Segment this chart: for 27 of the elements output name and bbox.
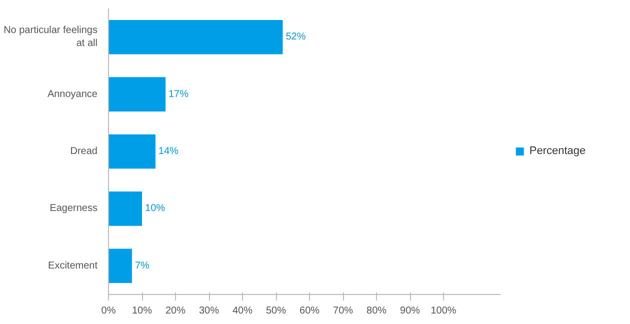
- bar: [108, 248, 132, 284]
- x-tick-label: 80%: [366, 306, 387, 316]
- x-tick-label: 10%: [132, 306, 152, 316]
- legend-label: Percentage: [529, 145, 586, 157]
- x-tick-label: 90%: [400, 306, 420, 316]
- x-tick-label: 20%: [166, 306, 186, 316]
- x-tick-label: 100%: [430, 306, 456, 316]
- data-label: 10%: [145, 203, 166, 214]
- data-label: 7%: [134, 260, 150, 272]
- y-tick-label: No particular feelings at all: [4, 25, 98, 50]
- y-tick-label: Annoyance: [47, 88, 98, 100]
- data-label: 14%: [158, 146, 179, 157]
- bar: [108, 134, 156, 169]
- x-tick-label: 0%: [101, 306, 116, 316]
- x-tick-label: 50%: [266, 306, 286, 316]
- bar: [108, 20, 283, 54]
- data-label: 52%: [286, 32, 306, 43]
- bar: [108, 192, 142, 226]
- x-tick-label: 40%: [232, 306, 253, 316]
- y-tick-label: Eagerness: [50, 203, 98, 214]
- x-tick-label: 60%: [300, 306, 320, 316]
- x-tick-label: 30%: [199, 306, 220, 316]
- y-tick-label: Excitement: [48, 260, 98, 272]
- x-tick-label: 70%: [333, 306, 354, 316]
- y-tick-label: Dread: [70, 146, 98, 157]
- bar: [108, 77, 166, 112]
- data-label: 17%: [168, 88, 189, 100]
